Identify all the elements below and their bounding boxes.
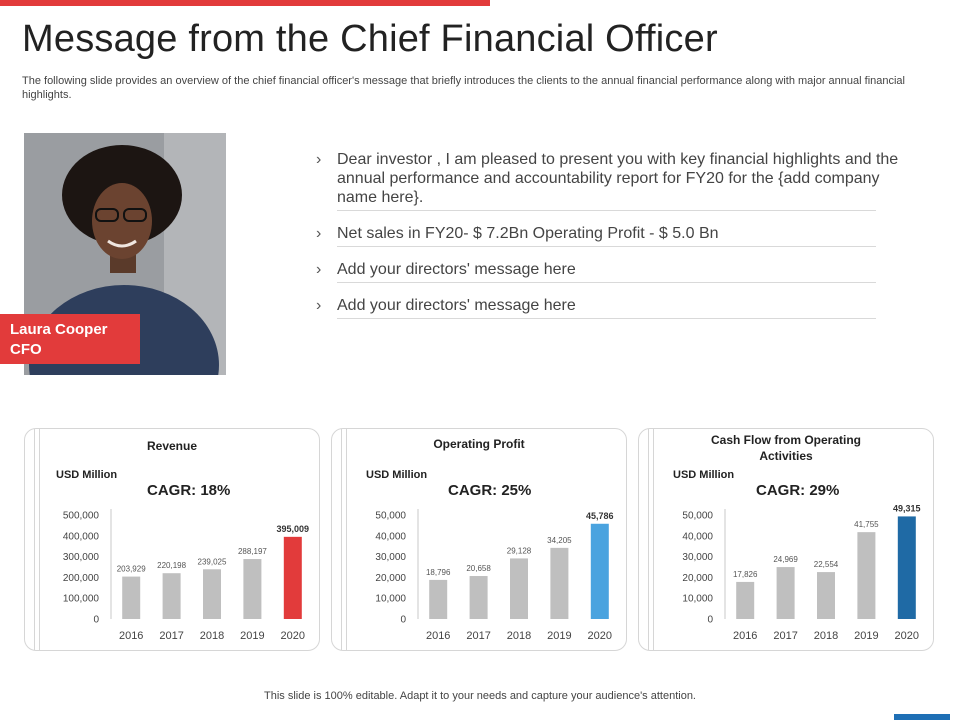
cfo-name: Laura Cooper	[10, 321, 108, 338]
chevron-right-icon: ›	[316, 297, 322, 314]
bar	[857, 532, 876, 619]
x-tick-label: 2016	[426, 630, 450, 642]
y-tick-label: 10,000	[682, 594, 713, 605]
bar	[510, 558, 528, 619]
chart-cagr: CAGR: 25%	[448, 482, 532, 499]
y-tick-label: 40,000	[682, 531, 713, 542]
chevron-right-icon: ›	[316, 261, 322, 278]
data-label: 29,128	[507, 546, 532, 555]
revenue-chart-card: Revenue USD Million CAGR: 18% 0 100,000 20…	[24, 428, 320, 651]
y-tick-label: 30,000	[682, 552, 713, 563]
x-tick-label: 2019	[547, 630, 571, 642]
revenue-chart: 0 100,000 200,000 300,000 400,000 500,000 203,…	[63, 509, 310, 642]
data-label: 24,969	[773, 555, 798, 564]
data-label: 17,826	[733, 570, 758, 579]
bar	[122, 576, 141, 619]
x-tick-label: 2018	[814, 630, 838, 642]
y-tick-label: 50,000	[682, 511, 713, 522]
y-tick-label: 0	[93, 615, 99, 626]
data-label: 34,205	[547, 536, 572, 545]
chart-title: Cash Flow from Operating Activities	[710, 433, 861, 463]
bar	[776, 567, 795, 619]
x-tick-label: 2017	[773, 630, 797, 642]
message-text: Add your directors' message here	[337, 297, 576, 314]
data-label: 18,796	[426, 568, 451, 577]
data-label: 239,025	[198, 557, 227, 566]
y-tick-label: 400,000	[63, 531, 100, 542]
footer-note: This slide is 100% editable. Adapt it to…	[264, 690, 696, 702]
message-item: › Dear investor , I am pleased to presen…	[316, 150, 916, 211]
chart-cagr: CAGR: 18%	[147, 482, 231, 499]
cash-flow-chart: 0 10,000 20,000 30,000 40,000 50,000 17,826 201…	[682, 503, 921, 642]
y-tick-label: 30,000	[375, 552, 406, 563]
y-tick-label: 0	[707, 615, 713, 626]
message-text: Add your directors' message here	[337, 261, 576, 278]
bar	[283, 536, 302, 619]
x-tick-label: 2020	[588, 630, 612, 642]
top-accent-bar	[0, 0, 490, 6]
operating-profit-chart-card: Operating Profit USD Million CAGR: 25% 0…	[331, 428, 627, 651]
bar	[429, 579, 448, 619]
message-item: › Net sales in FY20- $ 7.2Bn Operating P…	[316, 224, 916, 247]
chart-cagr: CAGR: 29%	[756, 482, 840, 499]
data-label: 45,786	[586, 511, 614, 521]
x-tick-label: 2019	[240, 630, 264, 642]
data-label: 395,009	[277, 524, 310, 534]
x-tick-label: 2019	[854, 630, 878, 642]
y-tick-label: 20,000	[375, 573, 406, 584]
data-label: 203,929	[117, 565, 146, 574]
y-tick-label: 0	[400, 615, 406, 626]
data-label: 49,315	[893, 503, 921, 513]
x-tick-label: 2016	[733, 630, 757, 642]
chart-title: Revenue	[146, 439, 198, 453]
message-item: › Add your directors' message here	[316, 296, 916, 319]
corner-accent	[894, 714, 950, 720]
message-item: › Add your directors' message here	[316, 260, 916, 283]
bar	[203, 569, 221, 619]
bar	[469, 576, 488, 619]
y-tick-label: 100,000	[63, 594, 100, 605]
bar	[897, 516, 916, 619]
operating-profit-chart: 0 10,000 20,000 30,000 40,000 50,000 18,796 201…	[375, 509, 614, 642]
slide-subtitle: The following slide provides an overview…	[22, 75, 905, 101]
bar	[590, 523, 609, 619]
cfo-role: CFO	[10, 341, 42, 358]
chart-unit: USD Million	[56, 469, 118, 481]
data-label: 288,197	[238, 547, 267, 556]
bar	[243, 559, 262, 619]
y-tick-label: 40,000	[375, 531, 406, 542]
bar	[736, 581, 755, 619]
bar	[550, 547, 569, 619]
x-tick-label: 2017	[159, 630, 183, 642]
message-list: › Dear investor , I am pleased to presen…	[316, 150, 916, 332]
y-tick-label: 50,000	[375, 511, 406, 522]
y-tick-label: 500,000	[63, 511, 100, 522]
chart-title: Operating Profit	[433, 437, 525, 451]
x-tick-label: 2018	[507, 630, 531, 642]
y-tick-label: 200,000	[63, 573, 100, 584]
x-tick-label: 2020	[895, 630, 919, 642]
bar	[162, 573, 181, 619]
x-tick-label: 2018	[200, 630, 224, 642]
x-tick-label: 2020	[281, 630, 305, 642]
message-text: Dear investor , I am pleased to present …	[337, 151, 899, 206]
bar	[817, 572, 835, 619]
data-label: 220,198	[157, 561, 186, 570]
data-label: 41,755	[854, 520, 879, 529]
y-tick-label: 300,000	[63, 552, 100, 563]
chevron-right-icon: ›	[316, 151, 322, 168]
slide-title: Message from the Chief Financial Officer	[22, 18, 718, 60]
y-tick-label: 10,000	[375, 594, 406, 605]
x-tick-label: 2016	[119, 630, 143, 642]
cash-flow-chart-card: Cash Flow from Operating Activities USD …	[638, 428, 934, 651]
y-tick-label: 20,000	[682, 573, 713, 584]
data-label: 20,658	[466, 564, 491, 573]
x-tick-label: 2017	[466, 630, 490, 642]
chart-unit: USD Million	[366, 469, 428, 481]
message-text: Net sales in FY20- $ 7.2Bn Operating Pro…	[337, 225, 719, 242]
chevron-right-icon: ›	[316, 225, 322, 242]
name-tag: Laura Cooper CFO	[0, 314, 140, 364]
data-label: 22,554	[814, 560, 839, 569]
chart-unit: USD Million	[673, 469, 735, 481]
